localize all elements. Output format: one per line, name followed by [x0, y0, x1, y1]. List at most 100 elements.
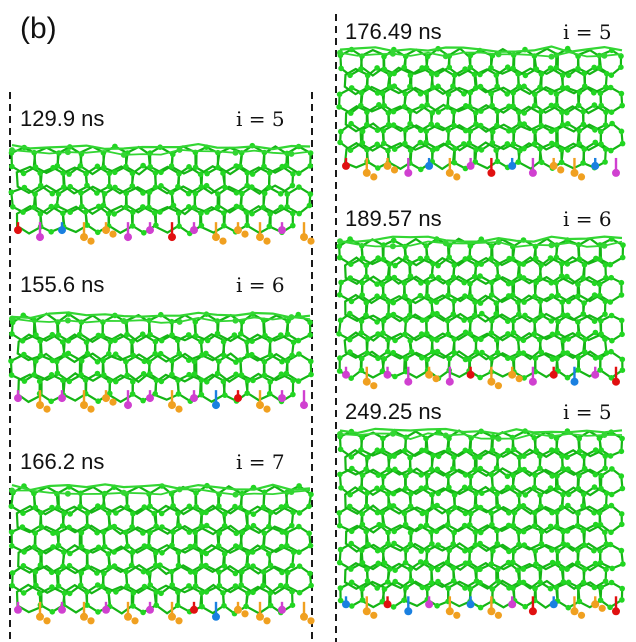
lattice-atom	[364, 72, 371, 79]
lattice-atom	[467, 128, 474, 134]
lattice-atom	[381, 102, 388, 109]
lattice-atom	[461, 91, 467, 97]
lattice-atom	[407, 541, 414, 547]
lattice-atom	[428, 529, 434, 535]
lattice-atom	[78, 358, 85, 364]
lattice-atom	[359, 560, 366, 566]
lattice-atom	[489, 129, 496, 135]
lattice-atom	[434, 348, 441, 355]
lattice-atom	[462, 256, 469, 262]
lattice-atom	[199, 603, 205, 610]
lattice-atom	[423, 317, 430, 323]
lattice-atom	[495, 503, 501, 510]
lattice-atom	[467, 243, 474, 249]
lattice-atom	[157, 209, 163, 215]
lattice-atom	[423, 139, 429, 146]
lattice-atom	[238, 331, 244, 337]
lattice-atom	[375, 355, 381, 362]
lattice-atom	[581, 300, 587, 306]
lattice-atom	[278, 204, 284, 210]
lattice-atom	[111, 523, 118, 530]
lattice-atom	[418, 127, 424, 134]
lattice-atom	[358, 355, 365, 362]
lattice-atom	[374, 141, 381, 148]
lattice-atom	[479, 349, 485, 356]
lattice-atom	[277, 191, 284, 197]
lattice-atom	[467, 89, 474, 96]
lattice-atom	[488, 255, 495, 262]
lattice-atom	[403, 254, 409, 261]
lattice-atom	[199, 510, 205, 516]
lattice-atom	[419, 65, 425, 71]
lattice-atom	[603, 109, 609, 115]
lattice-atom	[553, 91, 560, 97]
lattice-atom	[468, 510, 474, 517]
lattice-atom	[175, 589, 181, 595]
lattice-atom	[20, 170, 27, 177]
lattice-atom	[402, 447, 408, 454]
lattice-atom	[266, 390, 273, 397]
lattice-atom	[192, 529, 198, 536]
lattice-atom	[359, 597, 366, 603]
lattice-atom	[33, 358, 39, 364]
lattice-atom	[450, 541, 457, 547]
lattice-atom	[307, 570, 313, 577]
edge-atom	[383, 161, 392, 170]
lattice-atom	[516, 350, 522, 356]
lattice-atom	[506, 128, 512, 134]
lattice-atom	[466, 356, 473, 363]
lattice-atom	[609, 466, 615, 472]
lattice-atom	[516, 579, 523, 585]
edge-atom	[494, 382, 502, 390]
lattice-atom	[336, 91, 343, 98]
lattice-atom	[560, 491, 566, 498]
lattice-atom	[558, 273, 565, 279]
lattice-atom	[434, 310, 440, 317]
lattice-atom	[391, 70, 397, 77]
edge-atom	[307, 617, 315, 625]
lattice-atom	[516, 83, 522, 90]
lattice-atom	[84, 523, 91, 529]
lattice-atom	[608, 529, 614, 536]
lattice-atom	[520, 566, 527, 572]
lattice-atom	[337, 139, 343, 146]
lattice-atom	[445, 585, 452, 592]
lattice-atom	[444, 104, 451, 110]
lattice-atom	[363, 312, 369, 319]
lattice-atom	[564, 273, 570, 280]
lattice-atom	[495, 453, 502, 460]
lattice-atom	[60, 210, 66, 217]
edge-atom	[362, 377, 371, 386]
lattice-atom	[250, 522, 257, 529]
lattice-atom	[505, 355, 511, 362]
edge-atom	[591, 600, 600, 609]
lattice-atom	[581, 262, 588, 268]
lattice-atom	[267, 379, 274, 385]
surface-layer-line	[11, 142, 311, 151]
lattice-atom	[462, 447, 469, 454]
edge-atom	[557, 166, 565, 174]
lattice-atom	[505, 293, 512, 299]
lattice-atom	[359, 586, 365, 592]
lattice-atom	[516, 311, 522, 318]
lattice-atom	[532, 472, 538, 479]
lattice-atom	[374, 447, 381, 454]
lattice-atom	[147, 331, 153, 338]
lattice-atom	[472, 542, 479, 548]
lattice-atom	[347, 275, 354, 281]
lattice-atom	[390, 490, 397, 497]
lattice-atom	[365, 454, 371, 461]
lattice-atom	[358, 318, 365, 325]
lattice-atom	[495, 566, 501, 573]
lattice-atom	[520, 337, 527, 344]
lattice-atom	[308, 358, 314, 365]
lattice-atom	[531, 331, 538, 337]
lattice-atom	[472, 336, 479, 343]
lattice-atom	[111, 549, 117, 555]
edge-atom	[124, 401, 132, 410]
lattice-atom	[32, 504, 39, 511]
lattice-atom	[186, 583, 192, 589]
lattice-atom	[435, 274, 442, 281]
lattice-atom	[187, 543, 194, 550]
lattice-atom	[359, 434, 366, 441]
